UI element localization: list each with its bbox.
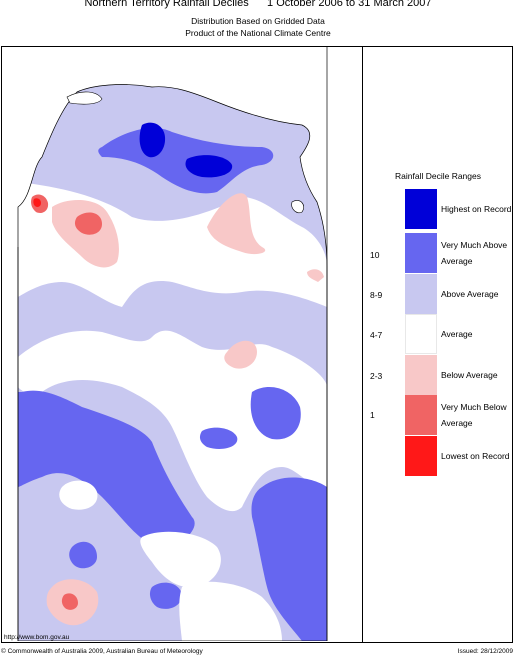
legend-swatch-highest-on-record	[405, 189, 437, 229]
region-average-central	[18, 330, 327, 512]
legend-swatch-very-much-above-average	[405, 233, 437, 273]
legend-label-very-much-below-average: Very Much Below Average	[441, 402, 507, 428]
map-subtitle-product: Product of the National Climate Centre	[185, 28, 331, 38]
region-very-much-above-average-east	[250, 387, 301, 440]
legend-title: Rainfall Decile Ranges	[395, 171, 481, 181]
legend-divider	[362, 46, 363, 643]
footer-copyright: © Commonwealth of Australia 2009, Austra…	[1, 648, 203, 655]
region-average-south-east	[179, 581, 282, 641]
region-very-much-above-average-south	[149, 582, 182, 609]
island-bathurst-melville	[66, 91, 103, 105]
region-very-much-below-average-northwest	[74, 212, 102, 235]
region-average-south-hole	[59, 480, 98, 510]
legend-swatch-lowest-on-record	[405, 436, 437, 476]
legend-decile-4-7: 4-7	[370, 330, 383, 340]
region-below-average-east-coast	[307, 269, 324, 282]
region-very-much-above-average-southeast	[251, 477, 327, 641]
region-very-much-above-average-west	[18, 390, 195, 547]
region-highest-on-record-arnhem	[185, 155, 233, 178]
legend-label-average: Average	[441, 329, 473, 339]
legend-decile-8-9: 8-9	[370, 290, 383, 300]
region-very-much-above-average-small	[199, 427, 238, 449]
legend-label-below-average: Below Average	[441, 370, 498, 380]
map-frame	[1, 46, 513, 643]
region-very-much-above-average-southwest	[69, 541, 97, 569]
island-groote-eylandt	[291, 200, 304, 214]
legend-label-highest-on-record: Highest on Record	[441, 204, 512, 214]
region-average-south-central	[140, 531, 221, 588]
region-highest-on-record-north	[139, 122, 166, 158]
nt-coastline	[17, 84, 328, 641]
map-subtitle-distribution: Distribution Based on Gridded Data	[191, 16, 325, 26]
region-lowest-on-record	[33, 198, 41, 207]
legend-label-above-average: Above Average	[441, 289, 499, 299]
region-average-west	[18, 197, 37, 287]
legend-decile-2-3: 2-3	[370, 371, 383, 381]
legend-decile-10: 10	[370, 250, 380, 260]
legend-swatch-average	[405, 314, 437, 354]
footer-issued-date: Issued: 28/12/2009	[457, 648, 513, 655]
legend-swatch-very-much-below-average	[405, 395, 437, 435]
legend-swatch-below-average	[405, 355, 437, 395]
region-below-average-central	[224, 340, 257, 369]
region-very-much-below-average-south	[61, 593, 78, 610]
region-below-average-northeast	[207, 193, 266, 255]
footer-url-link[interactable]: http://www.bom.gov.au	[4, 634, 70, 641]
map-title: Northern Territory Rainfall Deciles 1 Oc…	[84, 0, 432, 9]
legend-decile-1: 1	[370, 410, 375, 420]
legend-swatch-above-average	[405, 274, 437, 314]
legend-label-lowest-on-record: Lowest on Record	[441, 451, 510, 461]
rainfall-decile-map	[17, 47, 328, 641]
legend-label-very-much-above-average: Very Much Above Average	[441, 240, 508, 266]
